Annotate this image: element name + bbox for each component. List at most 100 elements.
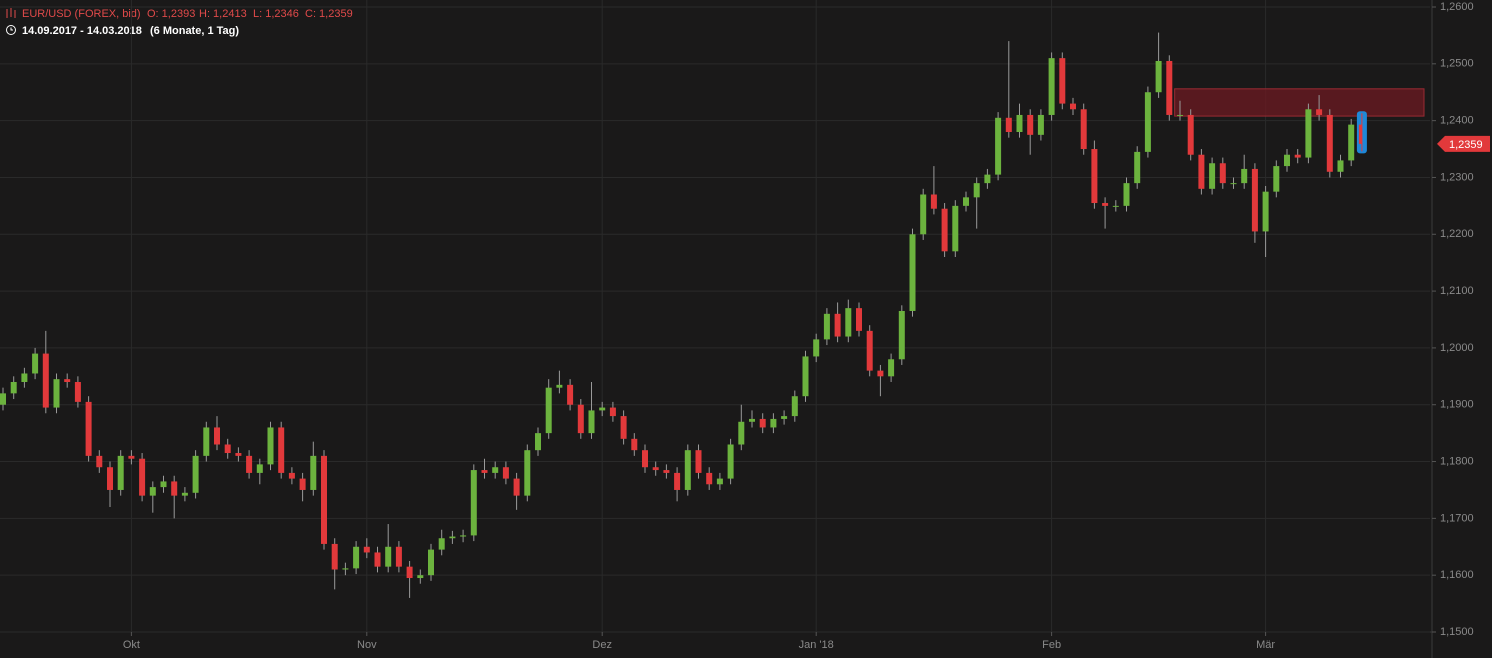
candle-body — [663, 470, 670, 473]
candle-body — [385, 546, 392, 567]
candle-body — [770, 418, 777, 428]
y-tick-label: 1,2500 — [1440, 58, 1474, 70]
chart-icon — [6, 8, 16, 18]
candle-body — [417, 575, 424, 579]
ohlc-low: L: 1,2346 — [253, 8, 299, 20]
candle-body — [716, 478, 723, 485]
candle-body — [160, 481, 167, 488]
period: (6 Monate, 1 Tag) — [150, 25, 239, 37]
x-tick-label: Jan '18 — [799, 639, 834, 651]
candle-body — [759, 418, 766, 428]
y-tick-label: 1,2300 — [1440, 171, 1474, 183]
candle-body — [1198, 154, 1205, 189]
candle-body — [973, 183, 980, 198]
candle-body — [1326, 114, 1333, 172]
candle-body — [930, 194, 937, 209]
candle-body — [513, 478, 520, 496]
candle-body — [1209, 163, 1216, 189]
candle-body — [1070, 103, 1076, 110]
candle-body — [898, 310, 905, 360]
instrument: EUR/USD (FOREX, bid) — [22, 8, 141, 20]
candle-body — [535, 433, 541, 451]
candle-body — [1358, 124, 1362, 144]
candle-body — [1273, 166, 1280, 192]
candle-body — [395, 546, 402, 567]
candle-body — [428, 549, 434, 576]
candle-body — [952, 205, 959, 252]
candle-body — [32, 353, 39, 374]
candle-body — [85, 401, 92, 456]
candle-body — [888, 359, 895, 377]
x-tick-label: Nov — [357, 639, 377, 651]
header: EUR/USD (FOREX, bid) O: 1,2393 H: 1,2413… — [6, 8, 353, 37]
candle-body — [1027, 114, 1034, 135]
candle-body — [203, 427, 210, 456]
candle-body — [845, 308, 852, 337]
candle-body — [363, 546, 370, 553]
candle-body — [631, 438, 638, 451]
candle-body — [738, 421, 745, 445]
y-tick-label: 1,1500 — [1440, 626, 1474, 638]
candle-body — [749, 418, 755, 422]
candle-body — [684, 450, 691, 490]
candle-body — [256, 464, 263, 473]
candle-body — [481, 470, 488, 473]
candle-body — [791, 396, 798, 417]
candle-body — [1005, 117, 1012, 132]
x-tick-label: Feb — [1042, 639, 1061, 651]
candle-body — [866, 330, 873, 371]
candle-body — [577, 404, 584, 434]
candle-body — [567, 384, 574, 405]
candle-body — [642, 450, 648, 468]
candle-body — [620, 416, 627, 439]
candle-body — [342, 568, 349, 570]
y-tick-label: 1,2400 — [1440, 115, 1474, 127]
candle-body — [674, 472, 681, 490]
ohlc-high: H: 1,2413 — [199, 8, 247, 20]
candle-body — [235, 453, 242, 456]
candle-body — [214, 427, 220, 445]
candle-body — [502, 467, 509, 479]
resistance-zone — [1174, 88, 1425, 117]
candle-body — [42, 353, 49, 408]
candle-body — [1316, 109, 1323, 115]
y-tick-label: 1,2100 — [1440, 285, 1474, 297]
candle-body — [1059, 58, 1066, 104]
candle-body — [171, 481, 178, 496]
candle-body — [1219, 163, 1226, 184]
candle-body — [545, 387, 552, 434]
x-tick-label: Dez — [592, 639, 612, 651]
grid — [0, 0, 1430, 633]
candle-body — [246, 455, 253, 473]
ohlc-open: O: 1,2393 — [147, 8, 195, 20]
candle-body — [1166, 60, 1173, 115]
candle-body — [64, 379, 71, 382]
candle-body — [74, 382, 81, 402]
candle-body — [1037, 114, 1044, 135]
candle-body — [588, 410, 595, 434]
candle-body — [909, 234, 916, 311]
candle-body — [139, 458, 146, 496]
candle-body — [1102, 203, 1109, 206]
candle-body — [1112, 205, 1119, 207]
candle-body — [1241, 168, 1248, 184]
candle-body — [1091, 149, 1098, 204]
x-tick-label: Okt — [123, 639, 140, 651]
candle-body — [1251, 168, 1258, 232]
candle-body — [963, 197, 969, 206]
candle-body — [310, 455, 317, 490]
candle-body — [53, 379, 60, 408]
candle-body — [1144, 92, 1151, 152]
y-tick-label: 1,2000 — [1440, 342, 1474, 354]
clock-icon — [6, 25, 16, 35]
candle-body — [524, 450, 531, 496]
candle-body — [1123, 183, 1130, 206]
candle-body — [96, 455, 103, 468]
candle-body — [1348, 124, 1355, 161]
candle-body — [117, 455, 124, 490]
candle-body — [781, 416, 788, 419]
last-price-tag — [1437, 135, 1490, 152]
candle-body — [1080, 109, 1087, 150]
candle-body — [470, 470, 477, 536]
